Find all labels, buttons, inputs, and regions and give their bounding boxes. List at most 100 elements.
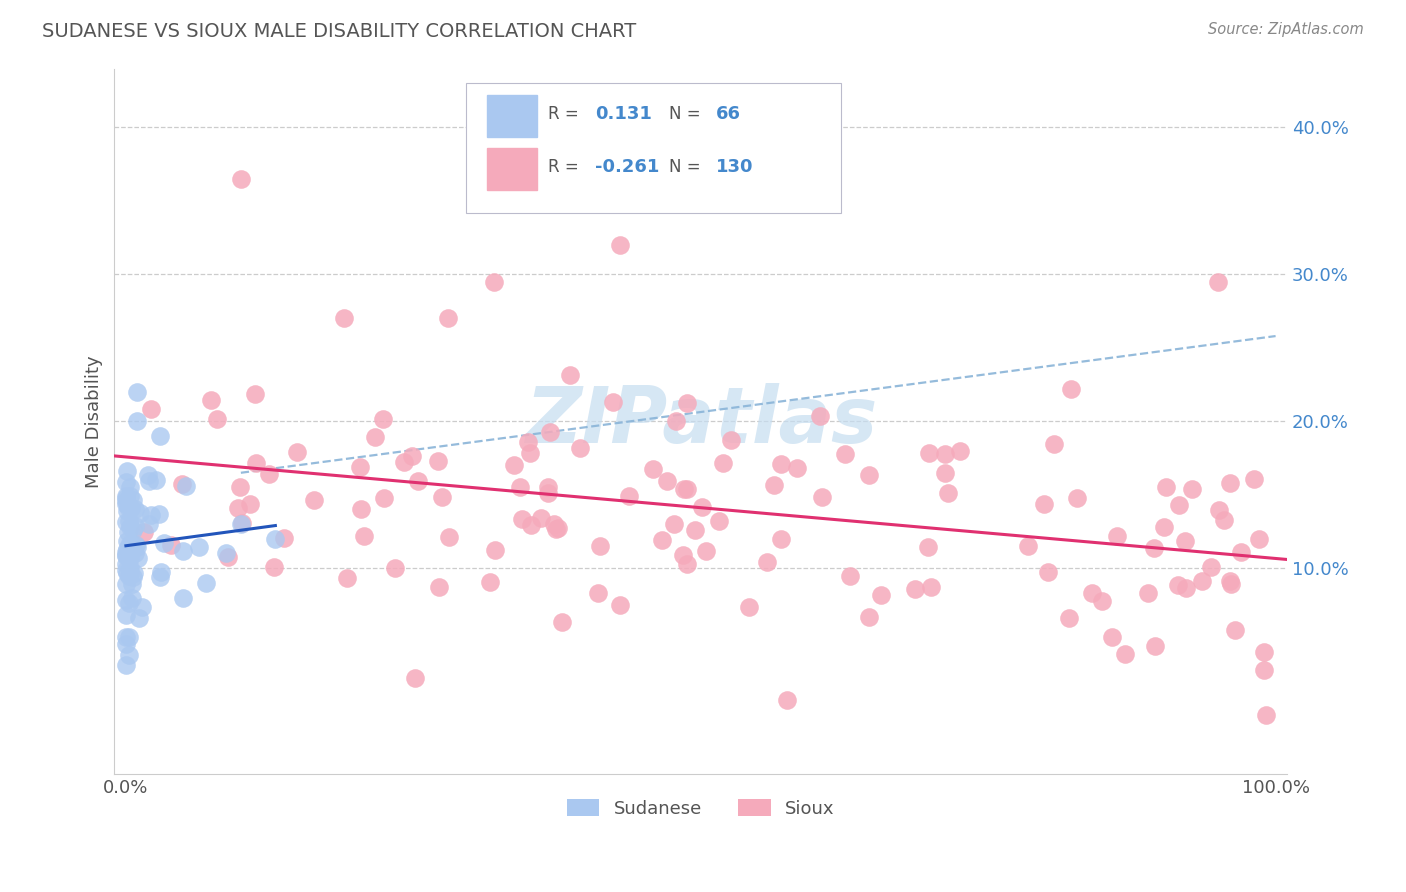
Text: 0.131: 0.131 [595,105,652,123]
Point [544,522,567,536]
FancyBboxPatch shape [488,148,537,190]
Point [427,580,450,594]
Point [138,474,160,488]
Point [392,455,415,469]
Text: ZIPatlas: ZIPatlas [524,384,877,459]
Point [118,550,141,565]
Point [120,480,142,494]
Point [1213,513,1236,527]
Point [1219,574,1241,588]
Point [918,446,941,460]
Point [529,511,551,525]
Point [172,591,194,605]
Point [229,171,252,186]
Point [904,582,927,596]
Point [404,671,426,685]
Point [510,511,533,525]
Point [122,492,145,507]
Point [1143,639,1166,653]
Point [115,637,138,651]
Text: Source: ZipAtlas.com: Source: ZipAtlas.com [1208,22,1364,37]
Text: SUDANESE VS SIOUX MALE DISABILITY CORRELATION CHART: SUDANESE VS SIOUX MALE DISABILITY CORREL… [42,22,637,41]
Point [839,568,862,582]
Point [437,311,460,326]
Point [1191,574,1213,589]
Point [1206,275,1229,289]
Point [676,557,699,571]
Point [707,515,730,529]
Point [1081,586,1104,600]
Point [245,457,267,471]
Point [122,524,145,538]
Point [1042,436,1064,450]
Point [609,598,631,612]
Point [120,489,142,503]
Point [115,464,138,478]
Point [808,409,831,424]
Point [834,447,856,461]
Point [273,531,295,545]
Point [690,500,713,514]
Point [520,518,543,533]
Text: R =: R = [548,105,579,123]
Point [115,497,138,511]
Point [503,458,526,472]
Point [373,491,395,505]
Point [118,596,141,610]
FancyBboxPatch shape [467,83,841,213]
Point [127,551,149,566]
Point [538,425,561,440]
Point [770,457,793,471]
Point [672,548,695,562]
Point [263,560,285,574]
Point [1174,534,1197,549]
Point [683,523,706,537]
Point [786,460,808,475]
Point [215,546,238,560]
Point [1175,581,1198,595]
Point [662,517,685,532]
Point [115,630,138,644]
Point [1156,480,1178,494]
Point [127,414,149,428]
Point [122,566,145,581]
Text: N =: N = [669,158,700,177]
Point [384,561,406,575]
Point [125,541,148,555]
Text: 130: 130 [716,158,754,177]
Point [439,530,461,544]
Point [776,693,799,707]
Point [676,396,699,410]
Point [118,514,141,528]
Point [1167,578,1189,592]
Point [127,384,149,399]
Point [1256,708,1278,723]
Point [115,545,138,559]
Point [121,591,143,605]
Point [115,534,138,549]
Point [920,580,942,594]
Point [336,571,359,585]
Point [675,482,697,496]
Point [138,516,160,531]
Point [285,445,308,459]
Point [229,517,252,532]
Y-axis label: Male Disability: Male Disability [86,355,103,488]
Point [1168,499,1191,513]
Point [1143,541,1166,555]
Point [115,549,138,563]
Point [149,429,172,443]
Point [136,467,159,482]
Point [170,476,193,491]
Point [602,395,624,409]
Point [543,517,565,532]
Point [1137,586,1160,600]
Point [720,434,742,448]
Point [1059,611,1081,625]
Point [430,490,453,504]
Point [917,540,939,554]
Point [115,608,138,623]
Point [949,443,972,458]
Point [353,529,375,543]
Point [125,538,148,552]
